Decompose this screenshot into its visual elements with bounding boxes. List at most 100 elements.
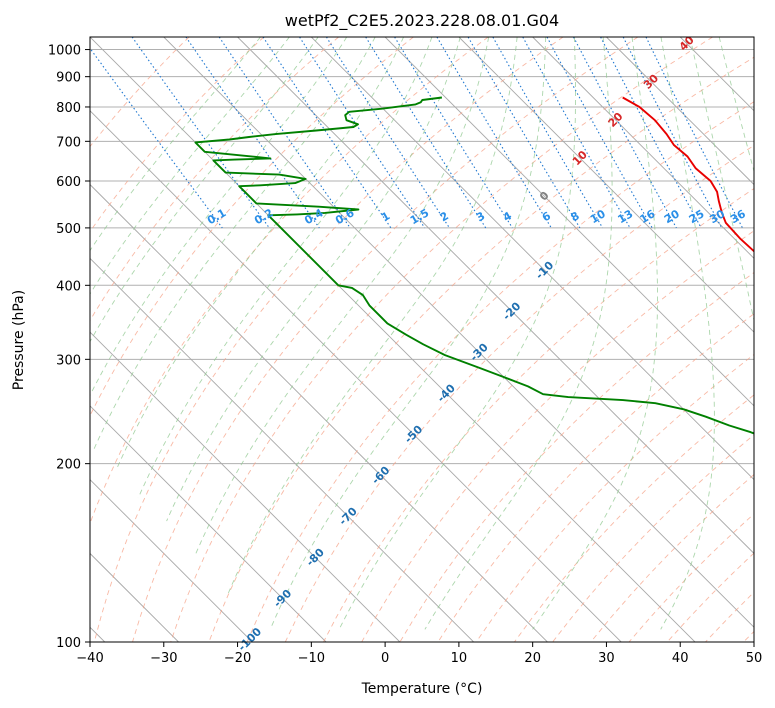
isotherm-line bbox=[606, 37, 754, 186]
mixing-ratio-line bbox=[131, 37, 270, 229]
dry-adiabat-line bbox=[666, 552, 754, 642]
dewpoint-profile-line bbox=[194, 96, 754, 435]
plot-frame bbox=[89, 36, 755, 643]
mixing-ratio-line bbox=[325, 37, 450, 229]
background-lines bbox=[90, 37, 754, 642]
moist-adiabat-line bbox=[137, 37, 433, 499]
dry-adiabat-line bbox=[90, 37, 414, 417]
isotherm-line bbox=[384, 37, 754, 407]
mixing-ratio-line bbox=[546, 37, 653, 229]
mixing-ratio-line bbox=[436, 37, 552, 229]
dry-adiabat-line bbox=[93, 37, 564, 642]
isotherm-line bbox=[458, 37, 754, 333]
isotherm-line bbox=[90, 183, 548, 642]
mixing-ratio-label: 1 bbox=[379, 209, 392, 224]
mixing-ratio-line bbox=[218, 37, 351, 229]
mixing-ratio-line bbox=[573, 37, 677, 229]
dry-adiabat-line bbox=[399, 272, 754, 642]
axis-ticks: −40 −30 −20 −10 0 10 20 30 40 5010020030040050060… bbox=[48, 44, 762, 666]
moist-adiabat-line bbox=[227, 37, 518, 596]
line-labels: 0.1 0.2 0.4 0.6 1 1.5 2 3 4 6 8 10 13 16 20 25 30 36-100-… bbox=[205, 33, 748, 654]
mixing-ratio-line bbox=[262, 37, 392, 229]
y-tick-label: 900 bbox=[56, 71, 81, 86]
profile-lines bbox=[194, 96, 754, 435]
dry-adiabat-line bbox=[475, 353, 754, 642]
dry-adiabat-line bbox=[90, 37, 190, 148]
mixing-ratio-line bbox=[299, 37, 426, 229]
isotherm-line bbox=[90, 110, 622, 642]
x-tick-label: 20 bbox=[524, 651, 541, 666]
mixing-ratio-line bbox=[645, 37, 743, 229]
dry-adiabat-line bbox=[361, 230, 754, 642]
mixing-ratio-label: 16 bbox=[638, 207, 658, 226]
dry-adiabat-line bbox=[705, 591, 754, 642]
isotherm-line bbox=[753, 37, 754, 38]
dry-adiabat-line bbox=[246, 101, 754, 642]
x-tick-label: 40 bbox=[672, 651, 689, 666]
mixing-ratio-line bbox=[394, 37, 513, 229]
isotherm-line bbox=[163, 37, 754, 628]
moist-adiabat-line bbox=[166, 37, 461, 522]
mixing-ratio-line bbox=[522, 37, 631, 229]
x-tick-label: 30 bbox=[598, 651, 615, 666]
y-tick-label: 200 bbox=[56, 458, 81, 473]
x-tick-label: 0 bbox=[381, 651, 389, 666]
dry-adiabat-line bbox=[170, 37, 713, 642]
mixing-ratio-label: 20 bbox=[662, 207, 682, 226]
dry-adiabat-line bbox=[552, 434, 754, 642]
y-tick-label: 1000 bbox=[48, 44, 81, 59]
moist-adiabat-line bbox=[338, 37, 576, 630]
moist-adiabat-line bbox=[532, 37, 658, 630]
moist-adiabat-line bbox=[90, 37, 261, 252]
mixing-ratio-line bbox=[600, 37, 702, 229]
dry-adiabat-line bbox=[628, 513, 754, 642]
x-tick-label: −40 bbox=[76, 651, 103, 666]
y-axis-label: Pressure (hPa) bbox=[11, 290, 27, 390]
isotherm-line bbox=[679, 37, 754, 112]
isotherm-line bbox=[237, 37, 754, 555]
x-tick-label: 50 bbox=[746, 651, 763, 666]
moist-adiabat-line bbox=[92, 37, 376, 452]
moist-adiabat-line bbox=[689, 37, 754, 323]
y-tick-label: 500 bbox=[56, 222, 81, 237]
mixing-ratio-label: 0.1 bbox=[205, 206, 228, 227]
isotherm-line bbox=[532, 37, 754, 259]
mixing-ratio-line bbox=[90, 47, 223, 229]
mixing-ratio-line bbox=[185, 37, 320, 229]
temperature-profile-line bbox=[622, 96, 754, 253]
mixing-ratio-line bbox=[365, 37, 487, 229]
dry-adiabat-line bbox=[437, 313, 754, 642]
moist-adiabat-line bbox=[424, 37, 613, 630]
mixing-ratio-label: 2 bbox=[438, 209, 451, 224]
dry-adiabat-line bbox=[590, 473, 754, 642]
dry-adiabat-line bbox=[132, 37, 639, 642]
y-tick-label: 800 bbox=[56, 101, 81, 116]
moist-adiabat-line bbox=[718, 37, 754, 173]
isotherm-line bbox=[90, 479, 253, 642]
y-tick-label: 600 bbox=[56, 175, 81, 190]
x-tick-label: −30 bbox=[150, 651, 177, 666]
mixing-ratio-label: 1.5 bbox=[408, 206, 431, 227]
mixing-ratio-label: 6 bbox=[540, 209, 553, 224]
x-tick-label: −20 bbox=[224, 651, 251, 666]
dry-adiabat-line bbox=[90, 37, 489, 525]
moist-adiabat-line bbox=[660, 37, 715, 630]
isotherm-line bbox=[90, 331, 401, 642]
mixing-ratio-label: 30 bbox=[707, 207, 727, 226]
moist-adiabat-line bbox=[194, 37, 490, 556]
x-tick-label: 10 bbox=[451, 651, 468, 666]
mixing-ratio-label: 36 bbox=[728, 207, 748, 226]
isotherm-line bbox=[90, 37, 696, 642]
mixing-ratio-label: 4 bbox=[501, 209, 514, 224]
isotherm-line bbox=[311, 37, 754, 481]
dry-adiabat-line bbox=[208, 56, 754, 642]
dry-adiabat-line bbox=[514, 394, 754, 642]
isotherm-line bbox=[90, 405, 327, 642]
x-tick-label: −10 bbox=[298, 651, 325, 666]
isotherm-line bbox=[90, 257, 474, 642]
moist-adiabat-line bbox=[90, 37, 290, 295]
moist-adiabat-line bbox=[269, 37, 547, 630]
y-tick-label: 400 bbox=[56, 279, 81, 294]
mixing-ratio-label: 10 bbox=[588, 207, 608, 226]
